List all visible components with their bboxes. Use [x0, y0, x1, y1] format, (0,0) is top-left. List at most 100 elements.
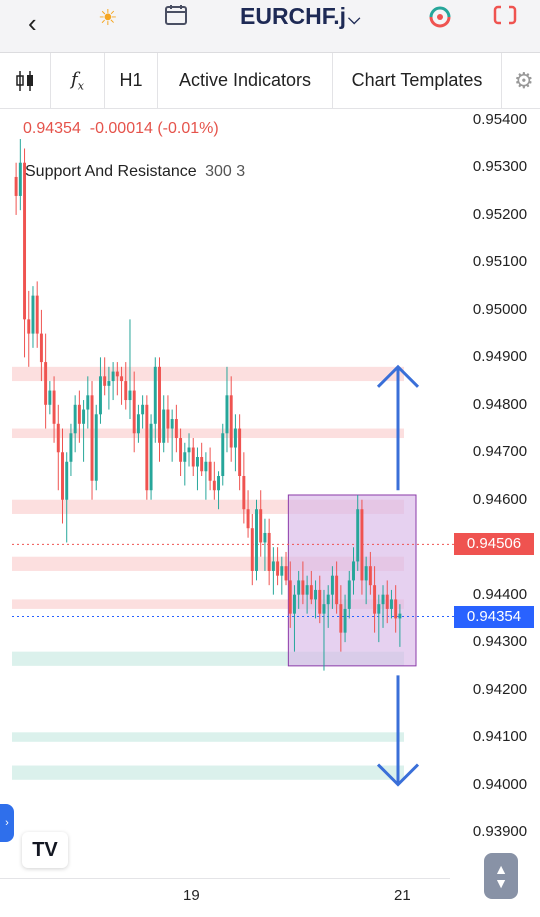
price-axis-label: 0.94400	[472, 585, 528, 603]
trade-icon[interactable]	[428, 5, 452, 29]
candle-body	[305, 585, 309, 595]
time-axis-divider	[0, 878, 450, 879]
symbol-selector[interactable]: EURCHF.j ⌵	[240, 3, 360, 30]
candle-body	[377, 604, 381, 614]
candle-body	[200, 457, 204, 472]
candle-body	[373, 585, 377, 614]
time-axis-label: 19	[183, 887, 200, 904]
bid-price-tag: 0.94506	[454, 533, 534, 556]
candle-body	[398, 613, 402, 619]
candle-body	[14, 176, 18, 196]
candle-body	[352, 561, 355, 581]
calendar-icon[interactable]	[165, 5, 187, 25]
candle-body	[284, 566, 288, 581]
top-bar: ‹ ☀ EURCHF.j ⌵	[0, 0, 540, 53]
candle-body	[23, 162, 27, 320]
candle-body	[90, 395, 94, 481]
candle-body	[309, 585, 313, 600]
price-axis[interactable]: 0.95400 0.95300 0.95200 0.95100 0.95000 0.949…	[460, 108, 540, 868]
candle-body	[128, 390, 132, 401]
candle-body	[322, 604, 326, 614]
price-axis-label: 0.93900	[472, 823, 528, 840]
candle-body	[48, 390, 52, 405]
resistance-zone	[12, 366, 404, 382]
candle-body	[347, 580, 351, 609]
candle-body	[27, 319, 31, 334]
candle-body	[195, 457, 199, 467]
candle-body	[212, 480, 216, 491]
arrowhead-down-icon	[376, 763, 420, 787]
candle-body	[330, 575, 334, 595]
candle-body	[179, 438, 183, 462]
candle-body	[191, 447, 195, 467]
price-axis-label: 0.95100	[472, 253, 528, 271]
candle-body	[187, 447, 191, 453]
gear-icon: ⚙	[514, 67, 534, 93]
candle-body	[73, 404, 77, 434]
legend-change: -0.00014 (-0.01%)	[89, 120, 219, 137]
candle-body	[153, 366, 157, 424]
side-panel-handle[interactable]: ›	[0, 804, 14, 842]
legend-ohlc: 0.94354 -0.00014 (-0.01%)	[23, 120, 219, 138]
chart-toolbar: fx H1 Active Indicators Chart Templates …	[0, 53, 540, 109]
chart-templates-button[interactable]: Chart Templates	[333, 53, 502, 108]
candle-body	[35, 295, 39, 334]
support-zone	[12, 765, 404, 780]
candle-body	[297, 580, 301, 595]
resistance-zone	[12, 599, 404, 609]
indicator-legend[interactable]: Support And Resistance 300 3	[25, 163, 245, 181]
scale-toggle-button[interactable]: ▲ ▼	[484, 853, 518, 899]
candle-body	[263, 532, 267, 543]
candle-body	[326, 594, 330, 605]
candle-body	[314, 589, 318, 600]
resistance-zone	[12, 428, 404, 439]
fullscreen-icon[interactable]	[493, 5, 517, 25]
candle-body	[229, 395, 233, 448]
candle-body	[18, 162, 22, 196]
sun-icon[interactable]: ☀	[98, 5, 118, 30]
candle-body	[56, 423, 60, 453]
chart-type-button[interactable]	[0, 53, 51, 108]
arrowhead-up-icon	[376, 364, 420, 388]
candle-body	[301, 580, 305, 595]
candle-body	[86, 395, 90, 410]
candle-body	[204, 461, 208, 472]
tradingview-logo[interactable]: TV	[22, 832, 68, 868]
indicators-button[interactable]: fx	[51, 53, 105, 108]
candle-body	[280, 566, 284, 576]
price-axis-label: 0.94800	[472, 395, 528, 413]
candle-body	[225, 395, 229, 434]
candle-body	[132, 390, 136, 434]
candle-body	[238, 428, 242, 476]
candle-body	[98, 376, 102, 415]
candle-body	[318, 589, 322, 614]
time-axis-label: 21	[394, 887, 411, 904]
price-axis-label: 0.94600	[472, 490, 528, 508]
candle-body	[250, 528, 254, 571]
timeframe-button[interactable]: H1	[105, 53, 158, 108]
candle-body	[174, 419, 178, 439]
candle-body	[162, 409, 166, 443]
settings-button[interactable]: ⚙	[502, 53, 540, 108]
indicator-params: 300 3	[205, 163, 246, 180]
chevron-down-icon: ⌵	[348, 11, 361, 28]
price-chart[interactable]	[0, 108, 540, 868]
candle-body	[158, 366, 161, 443]
candle-body	[103, 376, 107, 386]
active-indicators-button[interactable]: Active Indicators	[158, 53, 333, 108]
candle-body	[52, 390, 56, 424]
price-axis-label: 0.94000	[472, 775, 528, 793]
candle-body	[394, 599, 398, 619]
support-zone	[12, 732, 404, 742]
price-axis-label: 0.95300	[472, 158, 528, 176]
candle-body	[217, 476, 221, 491]
last-price-tag: 0.94354	[454, 605, 534, 628]
candle-body	[115, 371, 119, 377]
back-chevron-icon[interactable]: ‹	[28, 8, 37, 38]
candle-body	[124, 381, 128, 401]
price-axis-label: 0.94900	[472, 348, 528, 366]
candle-body	[267, 532, 271, 571]
candle-body	[69, 433, 73, 462]
chart-area[interactable]: 0.94354 -0.00014 (-0.01%) Support And Re…	[0, 108, 540, 917]
candle-body	[44, 362, 48, 405]
